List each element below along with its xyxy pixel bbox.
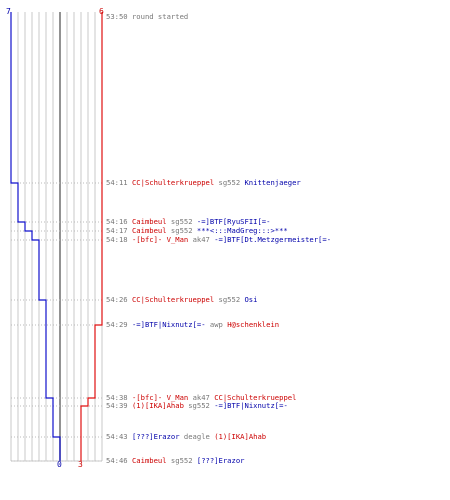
event-time: 54:39 — [106, 401, 128, 410]
event-row: 54:46 Caimbeul sg552 [???]Erazor — [106, 456, 245, 465]
event-weapon: sg552 — [170, 217, 193, 226]
event-row: 53:50 round started — [106, 12, 188, 21]
event-time: 54:18 — [106, 235, 128, 244]
team-b-start-count: 6 — [99, 7, 104, 16]
event-row: 54:11 CC|Schulterkrueppel sg552 Knittenj… — [106, 178, 301, 187]
event-weapon: sg552 — [188, 401, 210, 410]
event-time: 54:17 — [106, 226, 128, 235]
event-victim: -=]BTF[RyuSFII[=- — [196, 217, 271, 226]
event-time: 54:38 — [106, 393, 128, 402]
event-row: 54:26 CC|Schulterkrueppel sg552 Osi — [106, 295, 257, 304]
event-killer: CC|Schulterkrueppel — [131, 178, 215, 187]
event-killer: -=]BTF|Nixnutz[=- — [131, 320, 206, 329]
event-killer: -[bfc]- V_Man — [131, 393, 189, 402]
event-row: 54:29 -=]BTF|Nixnutz[=- awp H@schenklein — [106, 320, 279, 329]
team-b-alive-line — [80, 12, 103, 461]
event-row: 54:43 [???]Erazor deagle (1)[IKA]Ahab — [106, 432, 266, 441]
event-weapon: ak47 — [192, 235, 210, 244]
event-victim: CC|Schulterkrueppel — [214, 393, 297, 402]
event-weapon: sg552 — [218, 178, 241, 187]
event-weapon: awp — [209, 320, 223, 329]
event-killer: Caimbeul — [131, 456, 167, 465]
event-row: 54:39 (1)[IKA]Ahab sg552 -=]BTF|Nixnutz[… — [106, 401, 288, 410]
event-killer: CC|Schulterkrueppel — [131, 295, 215, 304]
event-row: 54:17 Caimbeul sg552 ***<:::MadGreg:::>*… — [106, 226, 288, 235]
event-time: 54:43 — [106, 432, 128, 441]
event-weapon: sg552 — [170, 456, 193, 465]
event-weapon: sg552 — [218, 295, 241, 304]
event-row: 54:18 -[bfc]- V_Man ak47 -=]BTF[Dt.Metzg… — [106, 235, 331, 244]
event-weapon: deagle — [183, 432, 210, 441]
event-row: 54:38 -[bfc]- V_Man ak47 CC|Schulterkrue… — [106, 393, 296, 402]
event-victim: (1)[IKA]Ahab — [214, 432, 267, 441]
event-time: 54:11 — [106, 178, 128, 187]
event-victim: [???]Erazor — [196, 456, 245, 465]
event-victim: -=]BTF|Nixnutz[=- — [214, 401, 288, 410]
event-weapon: ak47 — [192, 393, 210, 402]
team-a-start-count: 7 — [6, 7, 11, 16]
event-row: 54:16 Caimbeul sg552 -=]BTF[RyuSFII[=- — [106, 217, 270, 226]
event-killer: Caimbeul — [131, 226, 167, 235]
team-b-end-count: 3 — [78, 460, 83, 469]
team-a-alive-line — [10, 12, 61, 461]
event-killer: [???]Erazor — [131, 432, 180, 441]
event-killer: (1)[IKA]Ahab — [131, 401, 184, 410]
event-killer: Caimbeul — [131, 217, 167, 226]
event-victim: -=]BTF[Dt.Metzgermeister[=- — [214, 235, 332, 244]
event-time: 53:50 — [106, 12, 128, 21]
event-weapon: round started — [131, 12, 189, 21]
event-killer: -[bfc]- V_Man — [131, 235, 189, 244]
event-time: 54:29 — [106, 320, 128, 329]
event-time: 54:16 — [106, 217, 128, 226]
team-a-end-count: 0 — [57, 460, 62, 469]
event-victim: Osi — [244, 295, 258, 304]
event-time: 54:26 — [106, 295, 128, 304]
event-weapon: sg552 — [170, 226, 193, 235]
event-victim: Knittenjaeger — [244, 178, 301, 187]
event-victim: H@schenklein — [227, 320, 280, 329]
event-victim: ***<:::MadGreg:::>*** — [196, 226, 288, 235]
event-time: 54:46 — [106, 456, 128, 465]
